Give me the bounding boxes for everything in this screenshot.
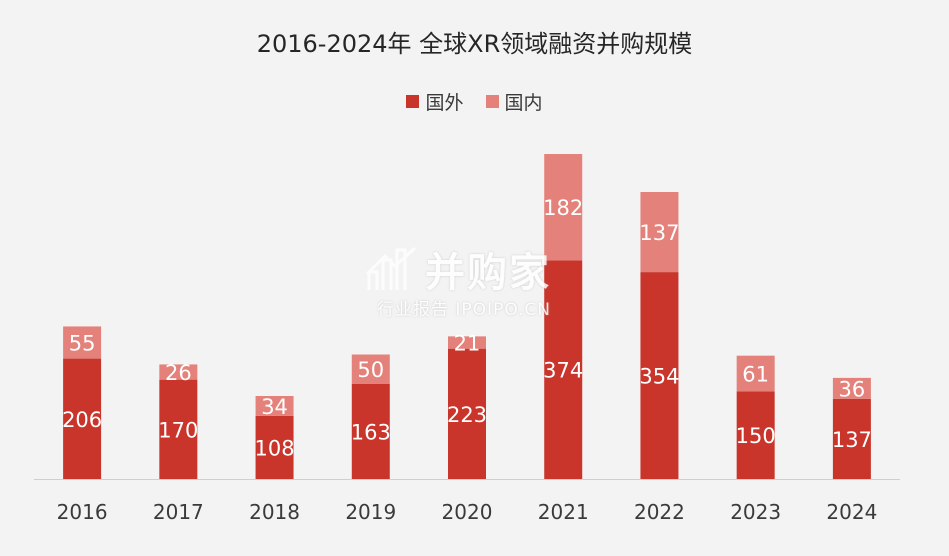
bar-segment [640,192,679,273]
data-label: 61 [742,363,769,387]
bar-segment [832,377,871,399]
data-label: 223 [447,403,487,427]
data-label: 137 [639,221,679,245]
data-label: 26 [165,361,192,385]
data-label: 206 [62,408,102,432]
bar-segment [544,154,583,261]
data-label: 150 [736,424,776,448]
data-label: 50 [357,358,384,382]
data-label: 55 [69,332,96,356]
bar-segment [351,354,390,384]
bar-segment [63,326,102,359]
bar-segment [159,379,198,479]
legend-label: 国外 [425,92,464,114]
legend-swatch [485,95,499,108]
chart-title: 2016-2024年 全球XR领域融资并购规模 [256,30,693,58]
bar-segment [63,358,102,479]
data-label: 108 [255,436,295,460]
x-tick-label: 2019 [345,500,396,524]
x-tick-label: 2016 [57,500,108,524]
data-label: 34 [261,395,288,419]
x-tick-label: 2023 [730,500,781,524]
legend-label: 国内 [504,92,543,114]
bar-segment [448,348,486,479]
legend-item: 国内 [485,88,543,115]
bar-segment [255,396,294,416]
data-label: 163 [351,420,391,444]
legend: 国外 国内 [0,88,949,115]
bar-segment [448,336,486,349]
x-tick-label: 2020 [442,500,493,524]
bar-segment [832,398,871,479]
x-tick-label: 2021 [538,500,589,524]
x-tick-label: 2022 [634,500,685,524]
bar-segment [736,355,775,392]
data-label: 182 [543,196,583,220]
x-tick-label: 2018 [249,500,300,524]
bar-segment [544,260,583,479]
data-label: 170 [158,418,198,442]
legend-item: 国外 [406,88,464,115]
data-label: 36 [839,377,866,401]
bar-segment [351,383,390,479]
bar-segment [640,272,679,479]
bar-segment [159,364,198,380]
legend-swatch [406,95,420,108]
data-label: 21 [454,332,481,356]
x-tick-label: 2024 [826,500,877,524]
data-label: 137 [832,428,872,452]
bar-segment [255,415,294,479]
data-label: 374 [543,359,583,383]
data-label: 354 [639,365,679,389]
bar-segment [736,391,775,479]
x-tick-label: 2017 [153,500,204,524]
